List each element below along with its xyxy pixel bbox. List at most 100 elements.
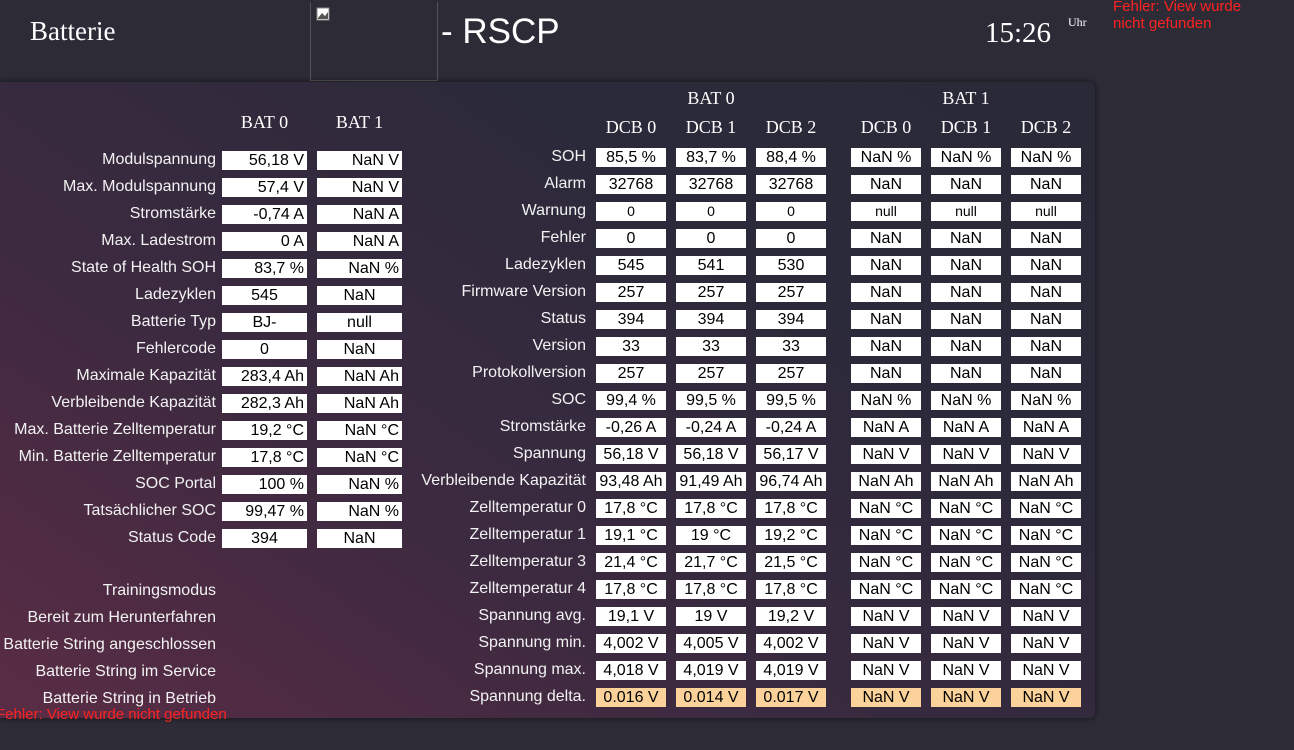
row-label: SOH bbox=[551, 148, 586, 165]
value-cell: 33 bbox=[756, 337, 826, 356]
value-cell: 4,019 V bbox=[676, 661, 746, 680]
column-header: DCB 1 bbox=[685, 117, 737, 137]
value-cell: 0 bbox=[596, 202, 666, 221]
value-cell: 21,5 °C bbox=[756, 553, 826, 572]
row-label: Batterie Typ bbox=[130, 313, 216, 330]
value-cell: NaN °C bbox=[931, 553, 1001, 572]
clock-unit: Uhr bbox=[1068, 15, 1087, 29]
value-cell: 257 bbox=[756, 283, 826, 302]
row-label: Maximale Kapazität bbox=[76, 367, 216, 384]
row-label: Max. Batterie Zelltemperatur bbox=[14, 421, 216, 438]
value-cell: NaN bbox=[1011, 364, 1081, 383]
value-cell: NaN V bbox=[851, 634, 921, 653]
value-cell: NaN Ah bbox=[317, 394, 402, 413]
value-cell: 257 bbox=[756, 364, 826, 383]
row-label: State of Health SOH bbox=[71, 259, 216, 276]
row-label: Stromstärke bbox=[499, 418, 586, 435]
page-title: Batterie bbox=[30, 16, 116, 46]
value-cell: 257 bbox=[676, 364, 746, 383]
value-cell: NaN bbox=[317, 340, 402, 359]
value-cell: null bbox=[1011, 202, 1081, 221]
value-cell: NaN V bbox=[1011, 688, 1081, 707]
value-cell: 0 A bbox=[222, 232, 307, 251]
value-cell: NaN V bbox=[1011, 607, 1081, 626]
value-cell: 19,2 V bbox=[756, 607, 826, 626]
value-cell: BJ- bbox=[222, 313, 307, 332]
value-cell: NaN bbox=[317, 529, 402, 548]
value-cell: NaN V bbox=[931, 445, 1001, 464]
value-cell: -0,24 A bbox=[676, 418, 746, 437]
value-cell: 0.014 V bbox=[676, 688, 746, 707]
value-cell: 19,2 °C bbox=[756, 526, 826, 545]
value-cell: NaN V bbox=[851, 661, 921, 680]
group-header: BAT 1 bbox=[942, 88, 990, 108]
value-cell: NaN bbox=[1011, 256, 1081, 275]
value-cell: NaN °C bbox=[851, 526, 921, 545]
value-cell: 88,4 % bbox=[756, 148, 826, 167]
value-cell: 19,1 °C bbox=[596, 526, 666, 545]
value-cell: NaN bbox=[1011, 229, 1081, 248]
row-label: Fehler bbox=[540, 229, 586, 246]
value-cell: 0.016 V bbox=[596, 688, 666, 707]
value-cell: 0 bbox=[596, 229, 666, 248]
value-cell: NaN % bbox=[317, 502, 402, 521]
value-cell: 96,74 Ah bbox=[756, 472, 826, 491]
row-label: Version bbox=[532, 337, 586, 354]
value-cell: NaN bbox=[1011, 175, 1081, 194]
value-cell: NaN A bbox=[851, 418, 921, 437]
row-label: Zelltemperatur 4 bbox=[469, 580, 587, 597]
value-cell: NaN V bbox=[931, 607, 1001, 626]
value-cell: 83,7 % bbox=[676, 148, 746, 167]
value-cell: NaN A bbox=[317, 232, 402, 251]
value-cell: NaN V bbox=[851, 607, 921, 626]
row-label: Firmware Version bbox=[461, 283, 586, 300]
value-cell: NaN V bbox=[1011, 445, 1081, 464]
value-cell: null bbox=[931, 202, 1001, 221]
value-cell: 257 bbox=[676, 283, 746, 302]
status-label: Batterie String in Betrieb bbox=[42, 690, 216, 707]
value-cell: 257 bbox=[596, 364, 666, 383]
row-label: Max. Ladestrom bbox=[101, 232, 216, 249]
row-label: Max. Modulspannung bbox=[63, 178, 216, 195]
row-label: Min. Batterie Zelltemperatur bbox=[18, 448, 216, 465]
value-cell: 56,18 V bbox=[222, 151, 307, 170]
value-cell: NaN °C bbox=[931, 499, 1001, 518]
value-cell: NaN bbox=[931, 175, 1001, 194]
value-cell: 99,4 % bbox=[596, 391, 666, 410]
row-label: Verbleibende Kapazität bbox=[51, 394, 216, 411]
row-label: Alarm bbox=[544, 175, 586, 192]
value-cell: NaN A bbox=[317, 205, 402, 224]
value-cell: 0 bbox=[222, 340, 307, 359]
value-cell: 56,17 V bbox=[756, 445, 826, 464]
value-cell: NaN bbox=[317, 286, 402, 305]
value-cell: 17,8 °C bbox=[596, 499, 666, 518]
value-cell: NaN bbox=[851, 256, 921, 275]
value-cell: 56,18 V bbox=[676, 445, 746, 464]
value-cell: NaN % bbox=[931, 148, 1001, 167]
row-label: Spannung avg. bbox=[478, 607, 586, 624]
value-cell: 100 % bbox=[222, 475, 307, 494]
value-cell: NaN °C bbox=[851, 580, 921, 599]
value-cell: NaN °C bbox=[1011, 526, 1081, 545]
value-cell: -0,26 A bbox=[596, 418, 666, 437]
value-cell: NaN °C bbox=[851, 499, 921, 518]
value-cell: NaN bbox=[851, 175, 921, 194]
value-cell: 32768 bbox=[596, 175, 666, 194]
broken-image-icon bbox=[316, 7, 330, 21]
error-message: Fehler: View wurde nicht gefunden bbox=[0, 706, 227, 723]
value-cell: 19 °C bbox=[676, 526, 746, 545]
value-cell: NaN bbox=[931, 337, 1001, 356]
status-label: Batterie String im Service bbox=[35, 663, 216, 680]
value-cell: NaN bbox=[931, 283, 1001, 302]
value-cell: NaN bbox=[931, 256, 1001, 275]
value-cell: NaN °C bbox=[851, 553, 921, 572]
value-cell: -0,24 A bbox=[756, 418, 826, 437]
value-cell: NaN % bbox=[317, 475, 402, 494]
column-header: DCB 0 bbox=[860, 117, 912, 137]
value-cell: 32768 bbox=[756, 175, 826, 194]
value-cell: 4,002 V bbox=[756, 634, 826, 653]
value-cell: 0.017 V bbox=[756, 688, 826, 707]
column-header: BAT 0 bbox=[240, 112, 289, 132]
value-cell: NaN V bbox=[931, 661, 1001, 680]
